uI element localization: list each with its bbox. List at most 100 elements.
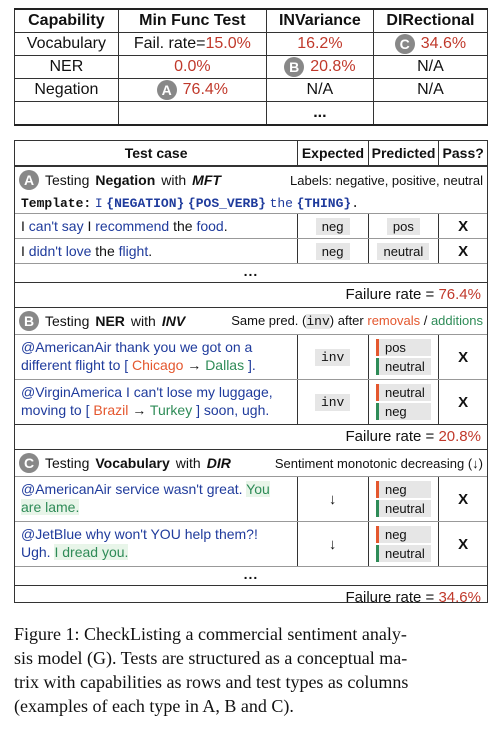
test-case-text: @AmericanAir thank you we got on a diffe… (15, 335, 298, 379)
expected-label: inv (314, 348, 351, 366)
template-line: Template: I {NEGATION} {POS_VERB} the {T… (21, 196, 360, 211)
header-mft: Min Func Test (117, 8, 267, 33)
badge-b: B (284, 57, 305, 77)
test-case-text: I can't say I recommend the food. (15, 214, 298, 238)
header-predicted: Predicted (369, 141, 440, 165)
failure-rate: Failure rate = 20.8% (15, 424, 487, 449)
test-type: DIR (206, 455, 231, 471)
cell-dir: C 34.6% (372, 32, 489, 56)
cell-capability: NER (14, 55, 119, 79)
predicted-label: neg (375, 481, 431, 498)
matrix-header-row: Capability Min Func Test INVariance DIRe… (14, 8, 489, 33)
panel-header: Test case Expected Predicted Pass? (15, 141, 487, 167)
header-capability: Capability (14, 8, 119, 33)
matrix-row-negation: Negation A 76.4% N/A N/A (14, 78, 489, 102)
cell-dir: N/A (372, 55, 489, 79)
section-c-title: C Testing Vocabulary with DIR Sentiment … (15, 449, 487, 476)
test-case-text: @JetBlue why won't YOU help them?! Ugh. … (15, 522, 298, 566)
cell-capability: Vocabulary (14, 32, 119, 56)
predicted-label: neg (375, 526, 431, 543)
table-row: @AmericanAir thank you we got on a diffe… (15, 334, 487, 379)
test-type: INV (161, 313, 186, 329)
predicted-label: neutral (375, 545, 431, 562)
test-case-panel: Test case Expected Predicted Pass? A Tes… (14, 140, 488, 606)
cell-mft: A 76.4% (117, 78, 267, 102)
header-dir: DIRectional (372, 8, 489, 33)
pass-mark: X (458, 242, 469, 260)
ellipsis: ... (265, 101, 374, 126)
test-case-text: @AmericanAir service wasn't great. You a… (15, 477, 298, 521)
fail-rate-value: 15.0% (205, 35, 251, 52)
predicted-label: neutral (375, 384, 431, 401)
predicted-label: neutral (377, 242, 430, 260)
cell-inv: B 20.8% (265, 55, 374, 79)
pass-mark: X (458, 535, 469, 553)
predicted-label: pos (386, 217, 420, 235)
matrix-ellipsis-row: ... (14, 101, 489, 126)
table-row: I can't say I recommend the food. neg po… (15, 213, 487, 238)
down-arrow-icon: ↓ (328, 535, 337, 553)
pass-mark: X (458, 490, 469, 508)
table-row: I didn't love the flight. neg neutral X (15, 238, 487, 263)
dir-note: Sentiment monotonic decreasing (↓) (274, 455, 483, 471)
capability-name: Negation (95, 172, 156, 188)
header-inv: INVariance (265, 8, 374, 33)
capability-name: NER (95, 313, 125, 329)
cell-inv: 16.2% (265, 32, 374, 56)
capability-name: Vocabulary (95, 455, 170, 471)
header-expected: Expected (298, 141, 369, 165)
caption-line: sis model (G). Tests are structured as a… (14, 648, 408, 668)
predicted-stack: pos neutral (375, 338, 431, 376)
caption-line: Figure 1: CheckListing a commercial sent… (14, 624, 407, 644)
fail-rate-label: Fail. rate= (133, 35, 206, 52)
header-pass: Pass? (442, 145, 484, 161)
pass-mark: X (458, 217, 469, 235)
predicted-label: neg (375, 403, 431, 420)
matrix-row-vocabulary: Vocabulary Fail. rate=15.0% 16.2% C 34.6% (14, 32, 489, 56)
labels-note: Labels: negative, positive, neutral (290, 172, 483, 188)
section-b-title: B Testing NER with INV Same pred. (inv) … (15, 307, 487, 334)
predicted-stack: neg neutral (375, 480, 431, 518)
dir-value: 34.6% (420, 35, 467, 52)
badge-a: A (156, 80, 177, 100)
test-type: MFT (192, 172, 221, 188)
header-test-case: Test case (15, 141, 299, 165)
inv-value: 20.8% (310, 58, 356, 75)
test-case-text: @VirginAmerica I can't lose my luggage, … (15, 380, 298, 424)
table-row: @VirginAmerica I can't lose my luggage, … (15, 379, 487, 424)
expected-label: neg (315, 242, 350, 260)
badge-a: A (19, 170, 39, 190)
mft-value: 76.4% (182, 81, 229, 98)
predicted-label: neutral (375, 500, 431, 517)
failure-rate-value: 34.6% (438, 589, 481, 606)
test-case-text: I didn't love the flight. (15, 239, 298, 263)
matrix-row-ner: NER 0.0% B 20.8% N/A (14, 55, 489, 79)
cell-dir: N/A (372, 78, 489, 102)
caption-line: (examples of each type in A, B and C). (14, 696, 294, 716)
expected-label: neg (315, 217, 350, 235)
table-row: @AmericanAir service wasn't great. You a… (15, 476, 487, 521)
failure-rate-value: 76.4% (438, 286, 481, 303)
predicted-label: pos (375, 339, 431, 356)
badge-b: B (19, 311, 39, 331)
ellipsis: ... (15, 566, 487, 585)
pass-mark: X (458, 348, 469, 366)
caption-line: trix with capabilities as rows and test … (14, 672, 409, 692)
failure-rate-value: 20.8% (438, 428, 481, 445)
badge-c: C (19, 453, 39, 473)
section-a-title: A Testing Negation with MFT Labels: nega… (15, 167, 487, 193)
cell-mft: 0.0% (117, 55, 267, 79)
figure-caption: Figure 1: CheckListing a commercial sent… (14, 622, 488, 718)
cell-capability: Negation (14, 78, 119, 102)
badge-c: C (394, 34, 415, 54)
failure-rate: Failure rate = 34.6% (15, 585, 487, 610)
cell-inv: N/A (265, 78, 374, 102)
predicted-stack: neutral neg (375, 383, 431, 421)
pass-mark: X (458, 393, 469, 411)
predicted-label: neutral (375, 358, 431, 375)
expected-label: inv (314, 393, 351, 411)
inv-note: Same pred. (inv) after removals / additi… (231, 313, 483, 329)
down-arrow-icon: ↓ (328, 490, 337, 508)
cell-mft: Fail. rate=15.0% (117, 32, 267, 56)
failure-rate: Failure rate = 76.4% (15, 282, 487, 307)
